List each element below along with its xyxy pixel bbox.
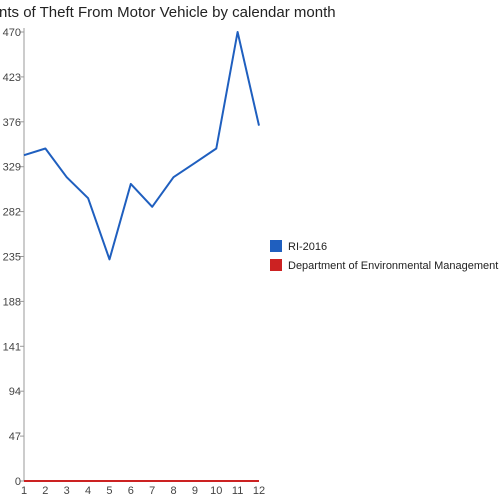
- x-tick-label: 4: [85, 485, 91, 497]
- y-tick-label: 282: [3, 207, 21, 219]
- y-tick-label: 470: [3, 27, 21, 39]
- x-tick-label: 1: [21, 485, 27, 497]
- y-tick-label: 423: [3, 72, 21, 84]
- series-line-1: [23, 31, 260, 261]
- x-tick-label: 8: [170, 485, 176, 497]
- legend-swatch: [270, 259, 282, 271]
- legend-label: RI-2016: [288, 241, 327, 253]
- y-tick-label: 376: [3, 117, 21, 129]
- y-tick-label: 188: [3, 296, 21, 308]
- x-tick-label: 12: [253, 485, 265, 497]
- x-tick-label: 3: [64, 485, 70, 497]
- y-tick-label: 0: [15, 476, 21, 488]
- y-tick-label: 329: [3, 162, 21, 174]
- chart-title: Incidents of Theft From Motor Vehicle by…: [0, 4, 336, 21]
- y-tick-label: 94: [9, 386, 21, 398]
- x-tick-label: 7: [149, 485, 155, 497]
- x-tick-label: 2: [42, 485, 48, 497]
- x-tick-label: 5: [106, 485, 112, 497]
- y-tick-label: 235: [3, 252, 21, 264]
- x-tick-label: 9: [192, 485, 198, 497]
- legend: RI-2016 Department of Environmental Manag…: [270, 240, 498, 272]
- legend-label: Department of Environmental Management: [288, 260, 498, 272]
- y-tick-label: 47: [9, 431, 21, 443]
- x-tick-label: 6: [128, 485, 134, 497]
- x-tick-label: 11: [232, 485, 243, 497]
- legend-swatch: [270, 240, 282, 252]
- series-lines: [23, 31, 260, 482]
- y-tick-label: 141: [3, 341, 21, 353]
- x-tick-label: 10: [210, 485, 222, 497]
